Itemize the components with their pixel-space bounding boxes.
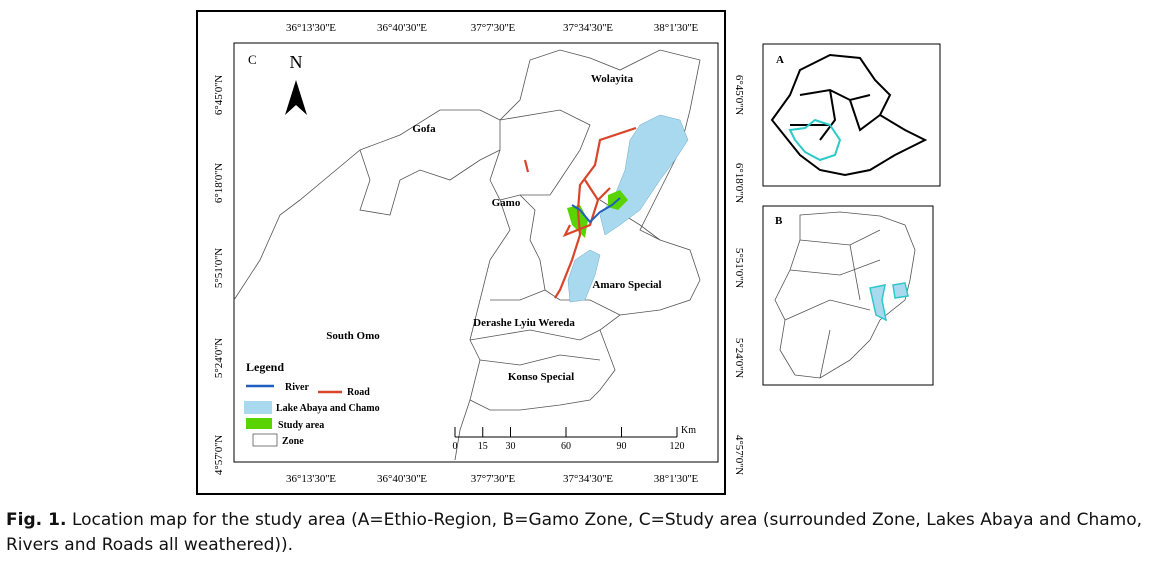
longitude-label: 38°1'30''E [654, 22, 699, 34]
zone-label: Gofa [412, 123, 436, 135]
latitude-label: 5°24'0''N [213, 338, 225, 378]
inset-label: A [776, 54, 784, 66]
gamo-zone-map [774, 211, 916, 379]
north-arrow [285, 80, 307, 115]
longitude-label: 37°34'30''E [563, 22, 613, 34]
panel-label: C [248, 52, 257, 67]
inset-frame [762, 43, 941, 187]
scale-unit: Km [681, 425, 696, 436]
legend-label: Lake Abaya and Chamo [276, 403, 380, 414]
study-area-inset [869, 282, 909, 322]
scale-tick-label: 30 [506, 441, 516, 452]
scale-tick-label: 0 [453, 441, 458, 452]
scale-tick-label: 120 [670, 441, 685, 452]
legend-swatch [246, 418, 272, 429]
scale-tick-label: 15 [478, 441, 488, 452]
latitude-label: 5°51'0''N [213, 248, 225, 288]
north-label: N [290, 52, 303, 72]
legend-label: Zone [282, 436, 304, 447]
caption: Fig. 1. Location map for the study area … [6, 508, 1142, 558]
ethiopia-map [770, 53, 928, 177]
latitude-label: 5°24'0''N [733, 338, 745, 378]
legend-label: Study area [278, 420, 324, 431]
study-region-outline [788, 118, 842, 162]
legend-swatch [244, 401, 272, 414]
study-area [567, 190, 628, 238]
legend-label: Road [347, 387, 370, 398]
zone-label: Konso Special [508, 371, 574, 383]
scale-bar: Km 0 15 30 60 90 120 [453, 425, 697, 452]
legend-label: River [285, 382, 309, 393]
legend-swatch [252, 433, 278, 447]
longitude-label: 36°13'30''E [286, 22, 336, 34]
caption-label: Fig. 1. [6, 510, 67, 530]
lakes [567, 114, 689, 303]
caption-text: Location map for the study area (A=Ethio… [6, 510, 1142, 555]
map-frame [233, 42, 719, 463]
longitude-label: 36°13'30''E [286, 473, 336, 485]
zone-label: Wolayita [591, 73, 634, 85]
longitude-label: 37°34'30''E [563, 473, 613, 485]
zone-label: Gamo [492, 197, 521, 209]
rivers [571, 197, 621, 224]
scale-tick-label: 60 [561, 441, 571, 452]
latitude-label: 6°45'0''N [733, 75, 745, 115]
scale-tick-label: 90 [617, 441, 627, 452]
longitude-label: 36°40'30''E [377, 22, 427, 34]
inset-frame [762, 205, 934, 386]
latitude-label: 6°18'0''N [213, 163, 225, 203]
latitude-label: 5°51'0''N [733, 248, 745, 288]
longitude-label: 38°1'30''E [654, 473, 699, 485]
latitude-label: 4°57'0''N [213, 435, 225, 475]
inset-label: B [775, 215, 783, 227]
zone-label: Derashe Lyiu Wereda [473, 317, 575, 329]
roads [523, 126, 637, 299]
zone-label: Amaro Special [592, 279, 661, 291]
longitude-label: 37°7'30''E [471, 473, 516, 485]
legend-title: Legend [246, 360, 284, 374]
latitude-label: 6°18'0''N [733, 163, 745, 203]
figure: N C Wolayita Gofa Gamo Amaro Special Der… [196, 10, 941, 495]
latitude-label: 6°45'0''N [213, 75, 225, 115]
longitude-label: 36°40'30''E [377, 473, 427, 485]
figure-frame [196, 10, 726, 495]
longitude-label: 37°7'30''E [471, 22, 516, 34]
latitude-label: 4°57'0''N [733, 435, 745, 475]
legend: Legend River Road Lake Abaya and Chamo S… [244, 360, 380, 447]
zone-label: South Omo [326, 330, 380, 342]
